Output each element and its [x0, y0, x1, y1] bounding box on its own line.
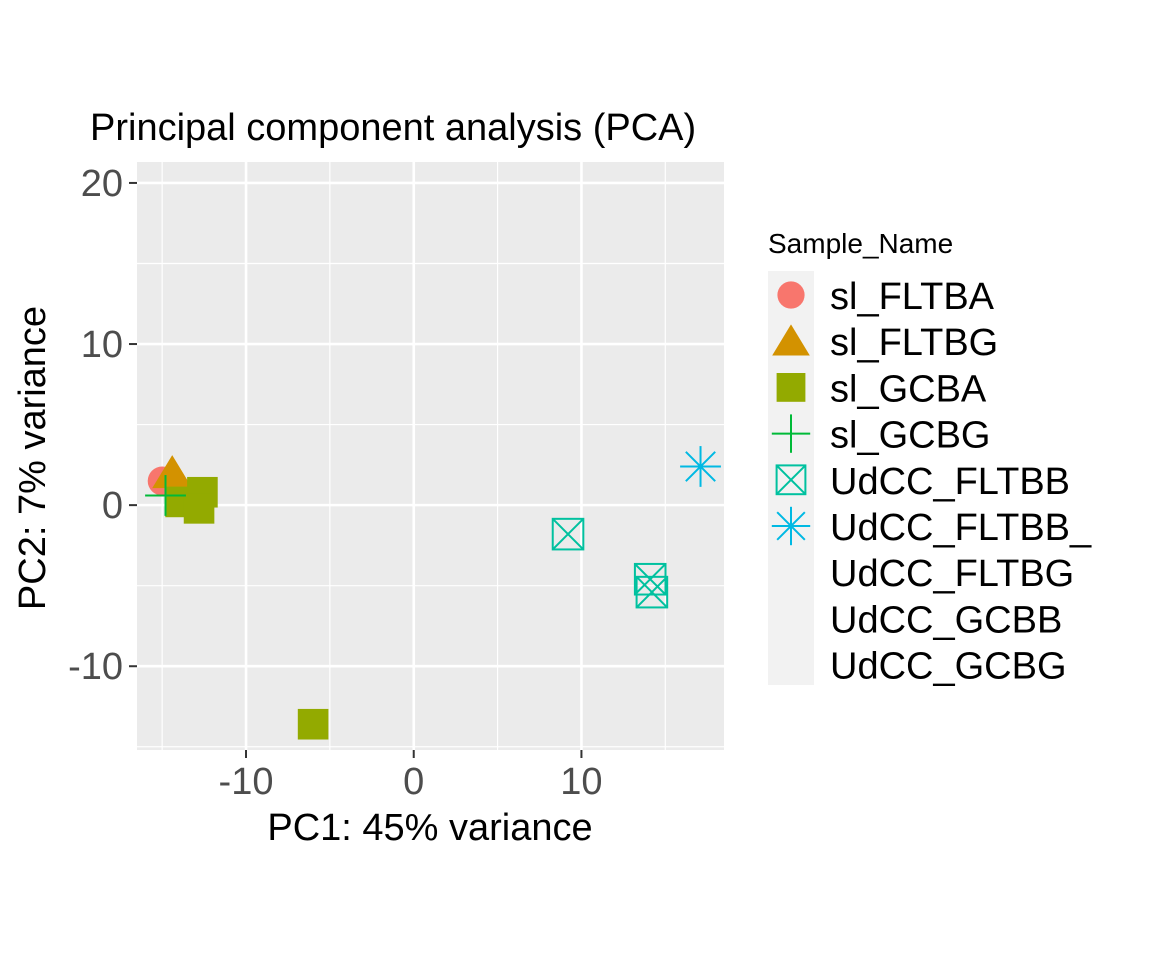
legend-label: sl_GCBG [830, 415, 990, 457]
legend-key-box [775, 464, 807, 496]
data-point-sl-fltbg [152, 455, 193, 489]
data-point-udcc-fltbb [551, 517, 585, 551]
chart-title: Principal component analysis (PCA) [90, 107, 696, 149]
data-point-udcc-fltbb--d2 [685, 451, 716, 482]
legend-key [776, 373, 806, 402]
x-axis-ticks: -10 0 10 [219, 750, 603, 803]
legend-title: Sample_Name [768, 228, 953, 259]
legend: sl_FLTBAsl_FLTBGsl_GCBAsl_GCBGUdCC_FLTBB… [771, 276, 1092, 688]
legend-key-shape [772, 324, 810, 356]
data-points [145, 446, 721, 740]
legend-label: UdCC_FLTBB [830, 461, 1070, 503]
legend-key [777, 281, 805, 309]
legend-key-d2 [775, 464, 807, 495]
legend-key-shape [776, 373, 806, 402]
legend-label: sl_FLTBG [830, 322, 998, 364]
plot-panel [137, 162, 724, 750]
y-tick-label: 0 [102, 485, 123, 527]
legend-key-shape [777, 281, 805, 309]
legend-label: sl_GCBA [830, 368, 987, 410]
x-tick-label: -10 [219, 761, 274, 803]
grid-minor [137, 162, 724, 750]
legend-key [772, 324, 810, 356]
y-tick-label: 10 [81, 324, 123, 366]
grid-major [137, 162, 724, 750]
x-tick-label: 0 [403, 761, 424, 803]
y-axis-title: PC2: 7% variance [12, 306, 54, 610]
data-point-udcc-fltbb-d2 [634, 563, 667, 596]
data-point-udcc-fltbb- [680, 446, 721, 487]
legend-label: UdCC_FLTBG [830, 553, 1074, 595]
data-point-sl-gcba [297, 708, 329, 740]
data-point-sl-gcba-shape [183, 493, 215, 524]
legend-key [771, 414, 811, 453]
legend-label: UdCC_GCBB [830, 599, 1062, 641]
x-tick-label: 10 [560, 761, 602, 803]
legend-label: UdCC_GCBG [830, 646, 1067, 688]
data-point-udcc-fltbb [635, 575, 669, 609]
data-point-sl-fltbg-shape [152, 455, 193, 489]
legend-label: sl_FLTBA [830, 276, 995, 318]
data-point-udcc-fltbb-box [551, 517, 585, 551]
y-axis-ticks: -10 0 10 20 [68, 163, 137, 688]
x-axis-title: PC1: 45% variance [267, 807, 592, 849]
data-point-sl-gcbg [145, 475, 186, 516]
legend-key-d2 [776, 511, 806, 541]
data-point-sl-gcba [183, 493, 215, 524]
legend-key [775, 464, 807, 496]
data-point-udcc-fltbb-d2 [552, 518, 585, 551]
data-point-udcc-fltbb-box [635, 575, 669, 609]
y-tick-label: 20 [81, 163, 123, 205]
y-tick-label: -10 [68, 646, 123, 688]
legend-key [771, 506, 811, 546]
legend-label: UdCC_FLTBB_ [830, 507, 1092, 549]
data-point-sl-gcba-shape [297, 708, 329, 740]
data-point-udcc-fltbb-d2 [635, 576, 668, 609]
